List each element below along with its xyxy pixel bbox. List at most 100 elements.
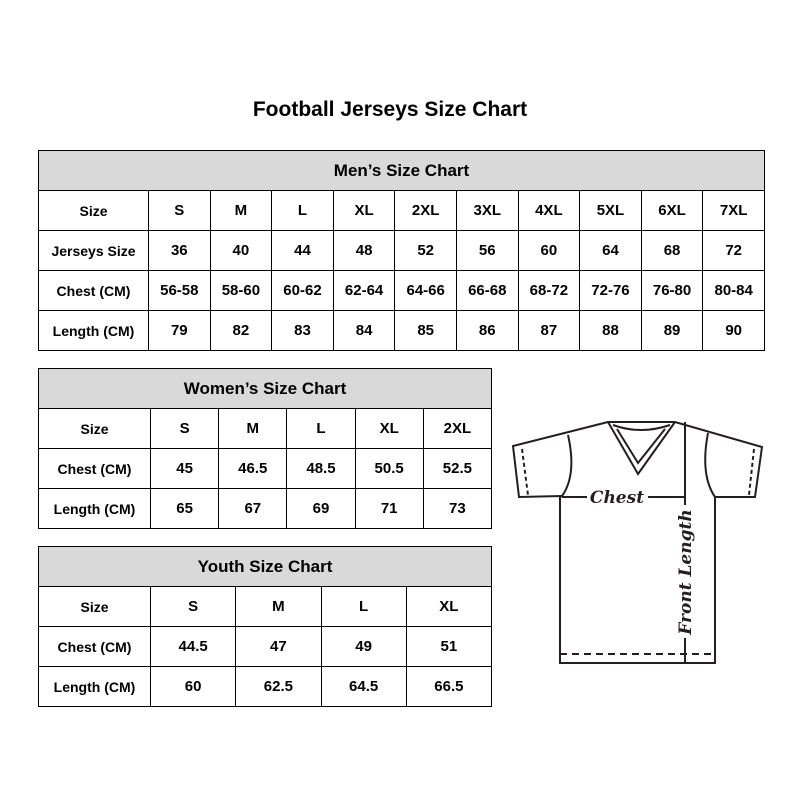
table-cell: S <box>149 586 237 627</box>
table-cell: 50.5 <box>354 448 424 489</box>
table-row: Size S M L XL 2XL <box>38 408 493 449</box>
table-cell: XL <box>405 586 493 627</box>
row-label: Jerseys Size <box>38 230 149 271</box>
table-cell: 85 <box>394 310 457 351</box>
row-label: Length (CM) <box>38 666 151 707</box>
youth-size-table: Youth Size Chart Size S M L XL Chest (CM) 44.5… <box>38 546 493 707</box>
table-cell: M <box>235 586 322 627</box>
table-cell: 40 <box>209 230 273 271</box>
row-label: Length (CM) <box>38 488 151 529</box>
table-cell: 45 <box>149 448 220 489</box>
table-row: Jerseys Size 36 40 44 48 52 56 60 64 68 72 <box>38 230 765 271</box>
table-cell: 73 <box>422 488 493 529</box>
table-cell: 5XL <box>579 190 642 231</box>
table-row: Size S M L XL <box>38 586 493 627</box>
table-cell: L <box>286 408 356 449</box>
jersey-v-neck <box>607 421 676 476</box>
table-cell: 86 <box>455 310 519 351</box>
table-cell: 3XL <box>455 190 519 231</box>
table-cell: 52.5 <box>422 448 493 489</box>
table-cell: 58-60 <box>209 270 273 311</box>
table-cell: 72-76 <box>579 270 642 311</box>
table-cell: 84 <box>332 310 396 351</box>
table-cell: 56-58 <box>148 270 211 311</box>
table-cell: 44.5 <box>149 626 237 667</box>
table-cell: 79 <box>148 310 211 351</box>
table-cell: 69 <box>286 488 356 529</box>
right-sleeve-stitch <box>748 448 755 496</box>
table-cell: 48 <box>332 230 396 271</box>
table-cell: 49 <box>320 626 407 667</box>
table-row: Chest (CM) 56-58 58-60 60-62 62-64 64-66 66-68… <box>38 270 765 311</box>
table-cell: 87 <box>517 310 581 351</box>
table-cell: 65 <box>149 488 220 529</box>
table-cell: 6XL <box>640 190 704 231</box>
table-cell: S <box>148 190 211 231</box>
chest-label: Chest <box>590 488 644 508</box>
womens-table-caption: Women’s Size Chart <box>38 368 492 409</box>
page-title: Football Jerseys Size Chart <box>252 98 528 121</box>
table-cell: 4XL <box>517 190 581 231</box>
row-label: Size <box>38 586 151 627</box>
table-row: Length (CM) 79 82 83 84 85 86 87 88 89 90 <box>38 310 765 351</box>
row-label: Length (CM) <box>38 310 149 351</box>
womens-size-table: Women’s Size Chart Size S M L XL 2XL Chest (CM… <box>38 368 493 529</box>
table-cell: 66-68 <box>455 270 519 311</box>
table-cell: 7XL <box>702 190 765 231</box>
row-label: Chest (CM) <box>38 626 151 667</box>
table-cell: 68-72 <box>517 270 581 311</box>
mens-table-caption: Men’s Size Chart <box>38 150 765 191</box>
jersey-measurement-diagram: Chest Front Length <box>511 421 764 664</box>
table-row: Length (CM) 60 62.5 64.5 66.5 <box>38 666 493 707</box>
table-cell: 48.5 <box>286 448 356 489</box>
table-cell: 89 <box>640 310 704 351</box>
left-armhole <box>561 434 573 497</box>
front-length-label: Front Length <box>676 509 696 635</box>
row-label: Chest (CM) <box>38 448 151 489</box>
table-cell: 71 <box>354 488 424 529</box>
table-cell: L <box>271 190 334 231</box>
table-row: Chest (CM) 44.5 47 49 51 <box>38 626 493 667</box>
right-armhole <box>704 432 716 498</box>
table-cell: 2XL <box>394 190 457 231</box>
table-cell: M <box>209 190 273 231</box>
table-row: Chest (CM) 45 46.5 48.5 50.5 52.5 <box>38 448 493 489</box>
table-cell: 90 <box>702 310 765 351</box>
table-cell: 64 <box>579 230 642 271</box>
table-cell: 2XL <box>422 408 493 449</box>
table-cell: 62.5 <box>235 666 322 707</box>
row-label: Chest (CM) <box>38 270 149 311</box>
jersey-outline <box>511 421 764 664</box>
table-cell: S <box>149 408 220 449</box>
table-cell: 64.5 <box>320 666 407 707</box>
table-cell: 88 <box>579 310 642 351</box>
youth-table-caption: Youth Size Chart <box>38 546 492 587</box>
table-cell: 80-84 <box>702 270 765 311</box>
table-cell: 76-80 <box>640 270 704 311</box>
table-cell: XL <box>354 408 424 449</box>
row-label: Size <box>38 190 149 231</box>
table-cell: L <box>320 586 407 627</box>
table-cell: 67 <box>218 488 288 529</box>
table-cell: 46.5 <box>218 448 288 489</box>
table-cell: 60 <box>517 230 581 271</box>
table-cell: 62-64 <box>332 270 396 311</box>
table-cell: 56 <box>455 230 519 271</box>
table-cell: 52 <box>394 230 457 271</box>
mens-size-table: Men’s Size Chart Size S M L XL 2XL 3XL 4XL 5XL 6X… <box>38 150 765 351</box>
table-row: Length (CM) 65 67 69 71 73 <box>38 488 493 529</box>
table-cell: 44 <box>271 230 334 271</box>
table-cell: XL <box>332 190 396 231</box>
table-cell: 64-66 <box>394 270 457 311</box>
table-cell: 36 <box>148 230 211 271</box>
table-cell: 47 <box>235 626 322 667</box>
table-cell: 60-62 <box>271 270 334 311</box>
table-cell: 60 <box>149 666 237 707</box>
table-row: Size S M L XL 2XL 3XL 4XL 5XL 6XL 7XL <box>38 190 765 231</box>
table-cell: 82 <box>209 310 273 351</box>
table-cell: M <box>218 408 288 449</box>
left-sleeve-stitch <box>521 448 529 496</box>
row-label: Size <box>38 408 151 449</box>
table-cell: 72 <box>702 230 765 271</box>
